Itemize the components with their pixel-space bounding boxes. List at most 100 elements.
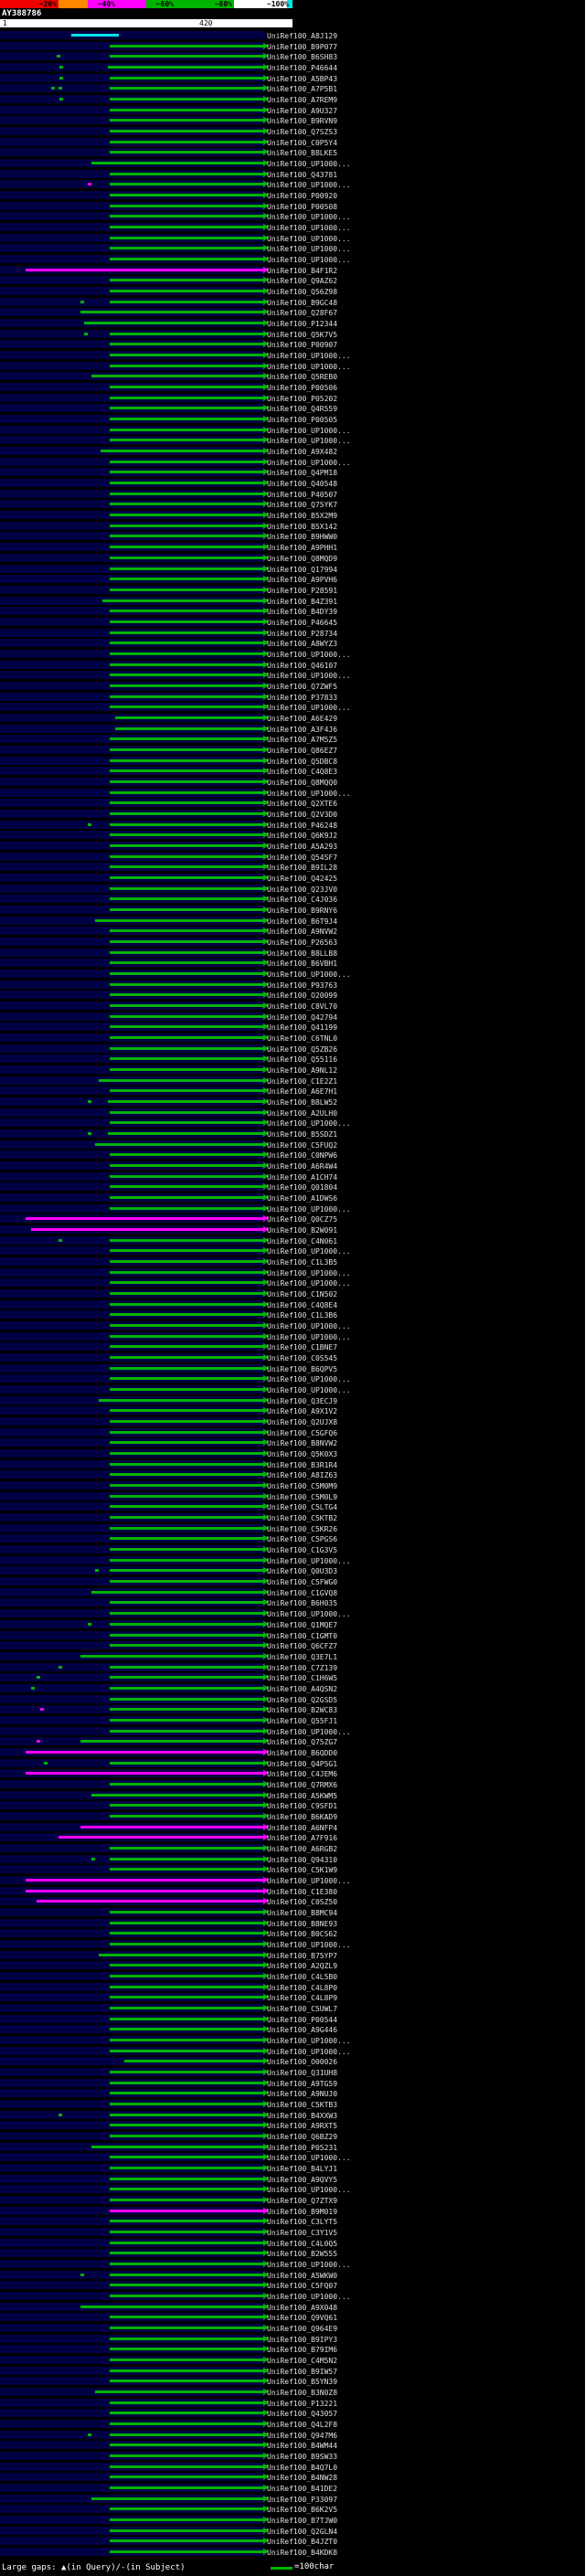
hit-label[interactable]: UniRef100_UP1000... — [267, 704, 351, 713]
hit-row[interactable]: UniRef100_A9PHH1 — [0, 543, 585, 553]
hit-row[interactable]: UniRef100_B5X142 — [0, 521, 585, 532]
hit-label[interactable]: UniRef100_Q6CFZ7 — [267, 1642, 338, 1651]
hit-label[interactable]: UniRef100_C1L3B5 — [267, 1258, 338, 1267]
hit-row[interactable]: UniRef100_C6TNL0 — [0, 1033, 585, 1044]
hit-label[interactable]: UniRef100_A9NVW2 — [267, 928, 338, 937]
hit-label[interactable]: UniRef100_B8LKE5 — [267, 149, 338, 158]
hit-label[interactable]: UniRef100_O00026 — [267, 2058, 338, 2067]
hit-row[interactable]: UniRef100_B9M019 — [0, 2206, 585, 2217]
hit-label[interactable]: UniRef100_Q3E7L1 — [267, 1652, 338, 1661]
hit-row[interactable]: UniRef100_C0NPW6 — [0, 1150, 585, 1161]
hit-label[interactable]: UniRef100_P05231 — [267, 2143, 338, 2152]
hit-row[interactable]: UniRef100_O20099 — [0, 991, 585, 1001]
hit-label[interactable]: UniRef100_A3F4J6 — [267, 725, 338, 734]
hit-row[interactable]: UniRef100_A5A293 — [0, 841, 585, 852]
hit-label[interactable]: UniRef100_Q2GLN4 — [267, 2527, 338, 2536]
hit-row[interactable]: UniRef100_Q43781 — [0, 169, 585, 180]
hit-row[interactable]: UniRef100_B8LW52 — [0, 1097, 585, 1108]
hit-label[interactable]: UniRef100_B6QDD0 — [267, 1748, 338, 1757]
hit-label[interactable]: UniRef100_Q54SF7 — [267, 853, 338, 862]
hit-row[interactable]: UniRef100_A7F916 — [0, 1833, 585, 1843]
hit-row[interactable]: UniRef100_Q28F67 — [0, 308, 585, 318]
hit-row[interactable]: UniRef100_A6E429 — [0, 713, 585, 724]
hit-row[interactable]: UniRef100_C1H6W5 — [0, 1673, 585, 1683]
hit-row[interactable]: UniRef100_Q7RMX6 — [0, 1779, 585, 1790]
hit-row[interactable]: UniRef100_C5FUQ2 — [0, 1140, 585, 1150]
hit-row[interactable]: UniRef100_C1BNE7 — [0, 1342, 585, 1352]
hit-row[interactable]: UniRef100_A9QVY5 — [0, 2174, 585, 2185]
hit-row[interactable]: UniRef100_Q5ZB26 — [0, 1044, 585, 1055]
hit-row[interactable]: UniRef100_A8J129 — [0, 31, 585, 41]
hit-row[interactable]: UniRef100_C5GFQ6 — [0, 1427, 585, 1438]
hit-row[interactable]: UniRef100_C4J036 — [0, 895, 585, 905]
hit-label[interactable]: UniRef100_UP1000... — [267, 2154, 351, 2163]
hit-label[interactable]: UniRef100_C5LTG4 — [267, 1503, 338, 1512]
hit-label[interactable]: UniRef100_C4JEM6 — [267, 1770, 338, 1779]
hit-label[interactable]: UniRef100_P00508 — [267, 202, 338, 211]
hit-row[interactable]: UniRef100_Q9AZ62 — [0, 276, 585, 286]
hit-row[interactable]: UniRef100_C5PGS6 — [0, 1534, 585, 1544]
hit-row[interactable]: UniRef100_C7Z139 — [0, 1662, 585, 1673]
hit-row[interactable]: UniRef100_Q4PM18 — [0, 468, 585, 478]
hit-label[interactable]: UniRef100_C4M5N2 — [267, 2357, 338, 2366]
hit-row[interactable]: UniRef100_B5X2M9 — [0, 511, 585, 521]
hit-label[interactable]: UniRef100_P40507 — [267, 490, 338, 499]
hit-label[interactable]: UniRef100_C5FUQ2 — [267, 1140, 338, 1150]
hit-row[interactable]: UniRef100_Q75YK7 — [0, 500, 585, 510]
hit-label[interactable]: UniRef100_A6RGB2 — [267, 1844, 338, 1853]
hit-label[interactable]: UniRef100_Q2V3D0 — [267, 810, 338, 819]
hit-row[interactable]: UniRef100_A6NFP4 — [0, 1822, 585, 1833]
hit-row[interactable]: UniRef100_P93763 — [0, 980, 585, 991]
hit-label[interactable]: UniRef100_C6TNL0 — [267, 1034, 338, 1043]
hit-label[interactable]: UniRef100_UP1000... — [267, 789, 351, 798]
hit-label[interactable]: UniRef100_Q55FJ1 — [267, 1716, 338, 1725]
hit-row[interactable]: UniRef100_Q40548 — [0, 479, 585, 489]
hit-row[interactable]: UniRef100_A9X482 — [0, 447, 585, 457]
hit-row[interactable]: UniRef100_B4DY39 — [0, 607, 585, 617]
hit-row[interactable]: UniRef100_UP1000... — [0, 1331, 585, 1342]
hit-label[interactable]: UniRef100_P37833 — [267, 693, 338, 702]
hit-label[interactable]: UniRef100_B6KAD9 — [267, 1812, 338, 1821]
hit-label[interactable]: UniRef100_B4JZT0 — [267, 2538, 338, 2547]
hit-label[interactable]: UniRef100_C0NPW6 — [267, 1151, 338, 1161]
hit-label[interactable]: UniRef100_B8LLB8 — [267, 949, 338, 958]
hit-label[interactable]: UniRef100_UP1000... — [267, 1332, 351, 1341]
hit-row[interactable]: UniRef100_C5M0L9 — [0, 1491, 585, 1502]
hit-label[interactable]: UniRef100_B2WC83 — [267, 1706, 338, 1715]
hit-row[interactable]: UniRef100_B4XXW3 — [0, 2110, 585, 2121]
hit-row[interactable]: UniRef100_Q75ZG7 — [0, 1737, 585, 1747]
hit-label[interactable]: UniRef100_UP1000... — [267, 970, 351, 979]
hit-label[interactable]: UniRef100_P93763 — [267, 981, 338, 990]
hit-row[interactable]: UniRef100_Q2XTE6 — [0, 799, 585, 809]
hit-row[interactable]: UniRef100_P46645 — [0, 617, 585, 628]
hit-label[interactable]: UniRef100_C1L3B6 — [267, 1311, 338, 1320]
hit-label[interactable]: UniRef100_P00544 — [267, 2015, 338, 2024]
hit-label[interactable]: UniRef100_Q0U3D3 — [267, 1567, 338, 1576]
hit-label[interactable]: UniRef100_C5FQ07 — [267, 2282, 338, 2291]
hit-label[interactable]: UniRef100_UP1000... — [267, 2186, 351, 2195]
hit-label[interactable]: UniRef100_Q947M6 — [267, 2431, 338, 2440]
hit-label[interactable]: UniRef100_Q9AZ62 — [267, 277, 338, 286]
hit-row[interactable]: UniRef100_UP1000... — [0, 425, 585, 436]
hit-label[interactable]: UniRef100_C5M0M9 — [267, 1482, 338, 1491]
hit-label[interactable]: UniRef100_B5X142 — [267, 522, 338, 531]
hit-label[interactable]: UniRef100_P05202 — [267, 394, 338, 403]
hit-label[interactable]: UniRef100_C4Q8E4 — [267, 1300, 338, 1309]
hit-row[interactable]: UniRef100_B6QPV5 — [0, 1363, 585, 1374]
hit-label[interactable]: UniRef100_Q42425 — [267, 874, 338, 883]
hit-row[interactable]: UniRef100_B4LYJ1 — [0, 2164, 585, 2174]
hit-label[interactable]: UniRef100_Q5K7V5 — [267, 330, 338, 339]
hit-row[interactable]: UniRef100_Q6BZ29 — [0, 2131, 585, 2142]
hit-row[interactable]: UniRef100_C4L0Q5 — [0, 2238, 585, 2249]
hit-label[interactable]: UniRef100_C1E380 — [267, 1887, 338, 1896]
hit-row[interactable]: UniRef100_B3R1R4 — [0, 1459, 585, 1470]
hit-row[interactable]: UniRef100_Q964E9 — [0, 2324, 585, 2334]
hit-label[interactable]: UniRef100_UP1000... — [267, 2047, 351, 2056]
hit-row[interactable]: UniRef100_B2WC83 — [0, 1705, 585, 1715]
hit-label[interactable]: UniRef100_UP1000... — [267, 2036, 351, 2045]
hit-label[interactable]: UniRef100_Q7SZS3 — [267, 128, 338, 137]
hit-row[interactable]: UniRef100_B6T9J4 — [0, 916, 585, 927]
hit-label[interactable]: UniRef100_P28734 — [267, 629, 338, 638]
hit-label[interactable]: UniRef100_P33097 — [267, 2495, 338, 2504]
hit-label[interactable]: UniRef100_C1G3V5 — [267, 1546, 338, 1555]
